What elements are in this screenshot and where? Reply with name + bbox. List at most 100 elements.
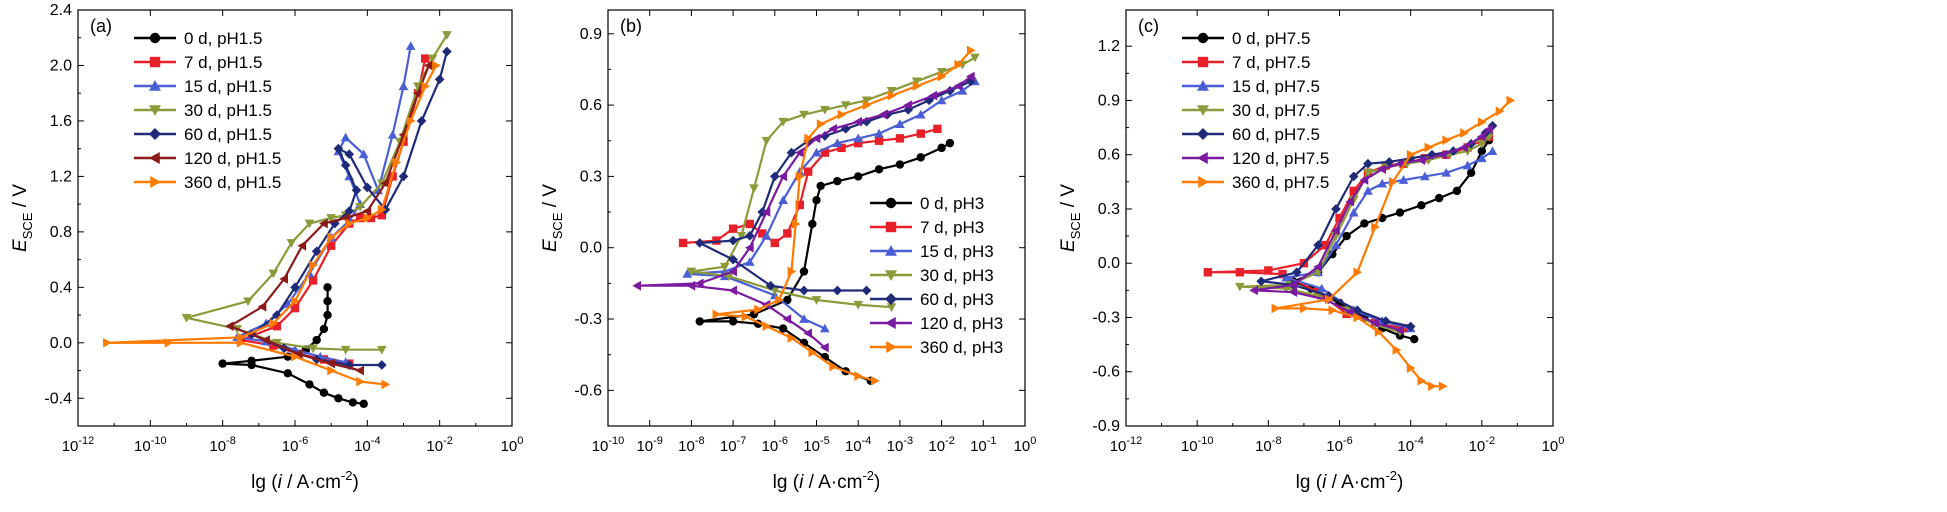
data-point xyxy=(937,71,947,82)
data-point xyxy=(728,254,738,265)
data-point xyxy=(783,229,792,238)
data-point xyxy=(887,90,897,101)
legend-marker xyxy=(885,293,897,305)
data-point xyxy=(728,224,738,233)
data-point xyxy=(387,129,398,139)
legend-label: 0 d, pH7.5 xyxy=(1232,29,1310,48)
y-tick-label: 0.0 xyxy=(50,335,72,352)
data-point xyxy=(886,86,897,96)
data-point xyxy=(358,149,369,159)
data-point xyxy=(1363,158,1373,169)
data-point xyxy=(1321,240,1330,250)
data-point xyxy=(861,285,872,296)
legend-marker xyxy=(1197,80,1209,91)
data-point xyxy=(348,398,358,407)
data-point xyxy=(1459,142,1468,153)
data-point xyxy=(1235,268,1245,277)
data-point xyxy=(832,285,843,296)
data-point xyxy=(1331,225,1340,236)
legend-item: 15 d, pH7.5 xyxy=(1182,77,1320,96)
data-point xyxy=(279,274,289,284)
data-point xyxy=(1348,171,1359,182)
data-point xyxy=(1335,213,1344,223)
data-point xyxy=(1281,272,1291,282)
data-point xyxy=(886,303,897,312)
y-axis-label: ESCE / V xyxy=(1058,184,1083,252)
data-point xyxy=(1417,375,1427,386)
data-point xyxy=(1417,201,1426,210)
data-point xyxy=(854,138,863,148)
data-point xyxy=(362,182,373,193)
panel-label: (a) xyxy=(90,16,112,36)
data-point xyxy=(1416,155,1426,165)
data-point xyxy=(326,358,336,369)
data-point xyxy=(423,60,433,71)
legend-marker xyxy=(149,105,161,116)
data-point xyxy=(340,160,351,171)
data-point xyxy=(837,109,847,120)
data-point xyxy=(820,323,830,333)
legend-marker xyxy=(1197,152,1208,164)
data-point xyxy=(811,296,822,305)
data-point xyxy=(811,147,822,157)
data-point xyxy=(380,178,390,189)
data-point xyxy=(1438,381,1448,392)
series-line xyxy=(690,56,976,309)
legend-label: 60 d, pH7.5 xyxy=(1232,125,1320,144)
data-point xyxy=(1384,157,1395,167)
data-point xyxy=(1363,168,1373,178)
series-7 xyxy=(1271,95,1516,392)
data-point xyxy=(799,314,809,323)
legend-item: 15 d, pH3 xyxy=(870,242,994,261)
data-point xyxy=(1462,160,1473,170)
data-point xyxy=(272,321,282,331)
data-point xyxy=(319,218,328,229)
data-point xyxy=(283,369,292,378)
data-point xyxy=(803,167,813,176)
data-point xyxy=(362,206,372,216)
data-point xyxy=(323,283,332,292)
data-point xyxy=(319,388,329,397)
data-point xyxy=(794,147,804,158)
data-point xyxy=(356,376,365,387)
data-point xyxy=(1353,267,1363,278)
y-tick-label: -0.3 xyxy=(1092,309,1120,326)
data-point xyxy=(778,171,788,182)
data-point xyxy=(1477,139,1487,149)
data-point xyxy=(853,133,864,143)
legend-marker xyxy=(885,197,897,209)
series-1 xyxy=(218,283,368,409)
data-point xyxy=(895,134,905,143)
data-point xyxy=(311,246,322,257)
data-point xyxy=(1328,305,1338,316)
data-point xyxy=(334,394,343,403)
data-point xyxy=(405,41,416,50)
data-point xyxy=(803,328,813,339)
data-point xyxy=(712,236,721,245)
y-tick-label: 1.2 xyxy=(50,168,72,185)
data-point xyxy=(728,285,737,296)
data-point xyxy=(1442,135,1452,146)
legend-label: 360 d, pH7.5 xyxy=(1232,173,1329,192)
data-point xyxy=(1406,363,1416,373)
legend-label: 30 d, pH3 xyxy=(920,266,994,285)
legend-item: 60 d, pH1.5 xyxy=(134,125,272,144)
data-point xyxy=(312,335,321,345)
data-point xyxy=(808,219,817,229)
data-point xyxy=(937,143,946,153)
data-point xyxy=(816,181,825,191)
data-point xyxy=(953,81,963,91)
data-point xyxy=(799,285,809,296)
y-tick-label: 0.0 xyxy=(580,240,602,257)
y-tick-label: -0.6 xyxy=(574,382,602,399)
data-point xyxy=(903,100,913,110)
data-point xyxy=(421,54,430,63)
data-point xyxy=(291,351,300,362)
data-point xyxy=(812,195,821,205)
data-point xyxy=(1406,149,1416,160)
data-point xyxy=(936,67,947,77)
data-point xyxy=(1395,208,1405,217)
legend-label: 120 d, pH7.5 xyxy=(1232,149,1329,168)
data-point xyxy=(297,240,307,251)
data-point xyxy=(247,356,256,366)
